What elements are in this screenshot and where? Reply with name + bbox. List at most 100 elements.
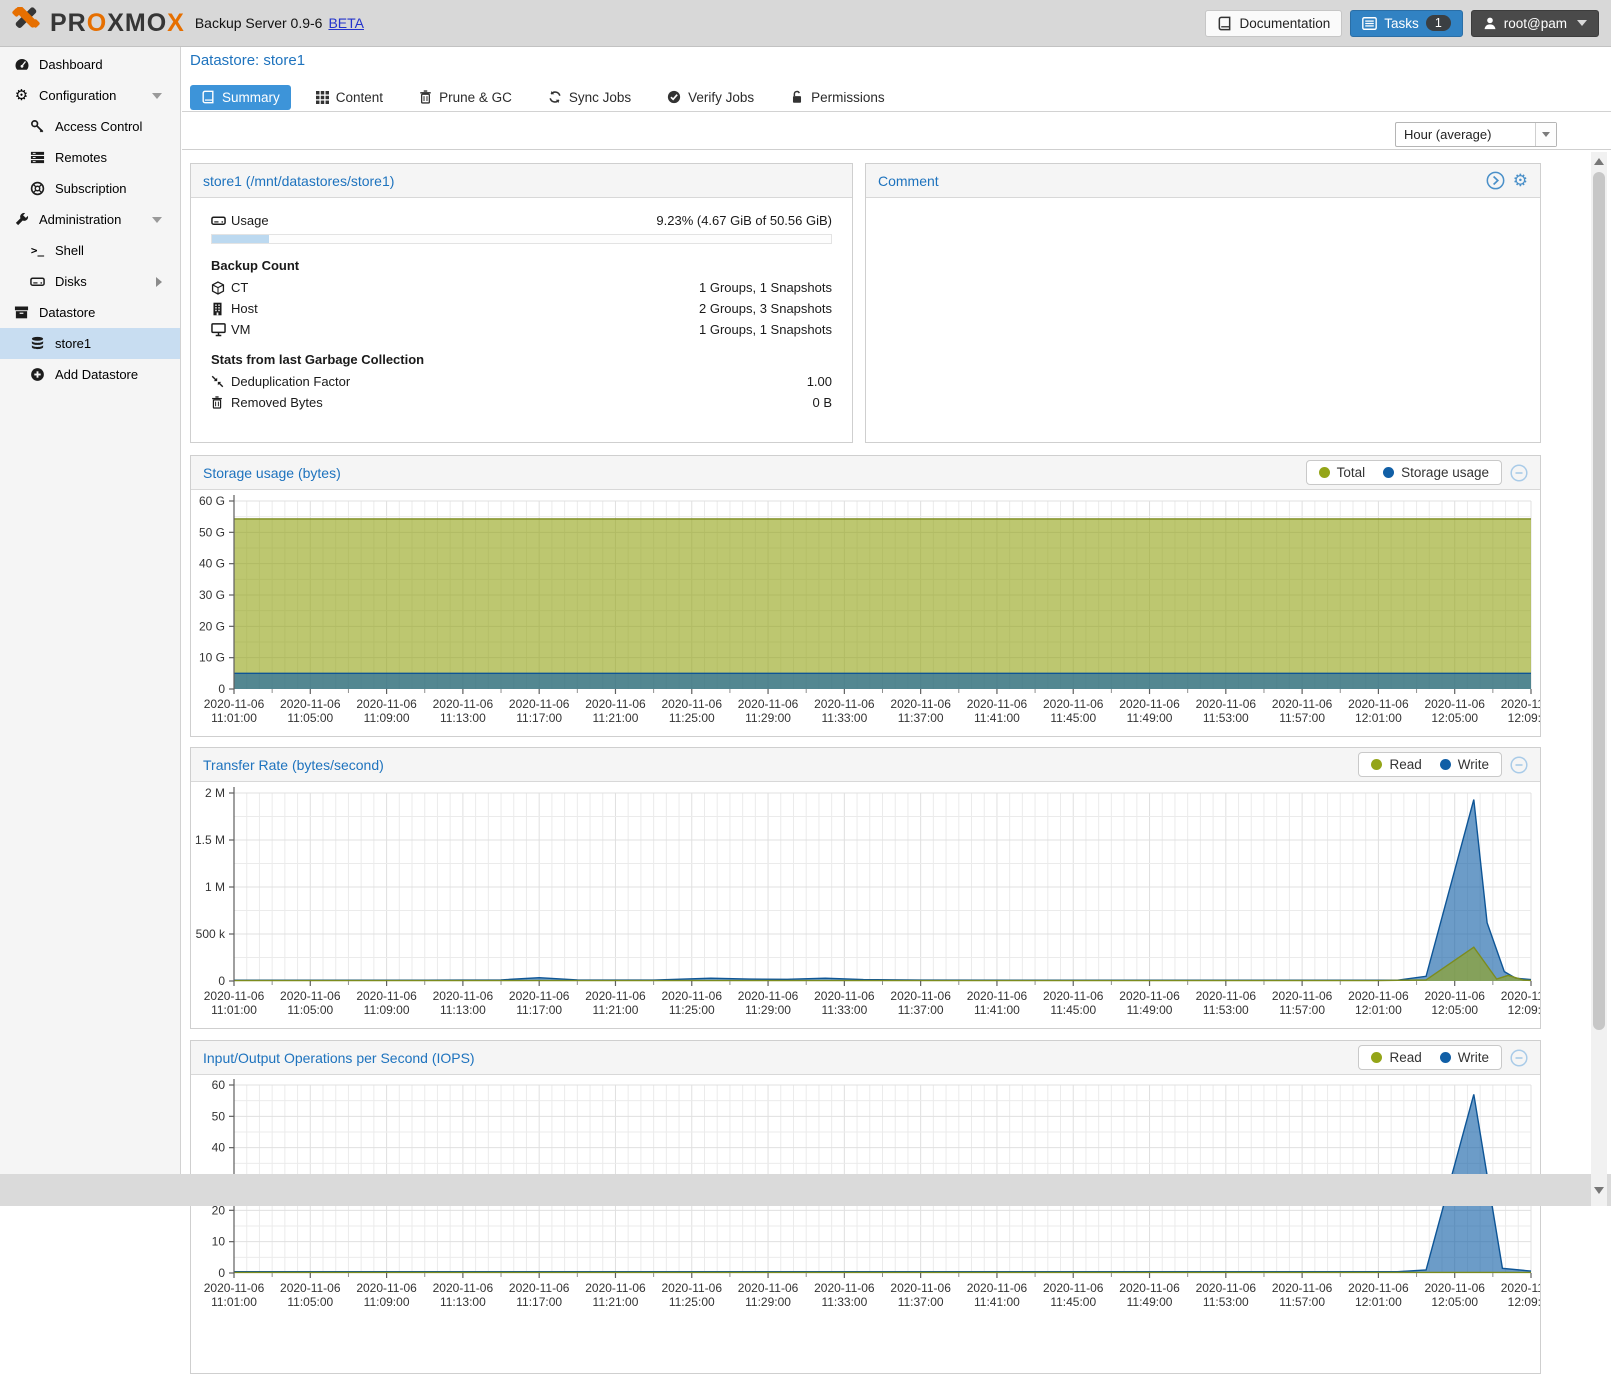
collapse-minus-icon[interactable] [1510, 463, 1528, 482]
tasks-label: Tasks [1384, 15, 1419, 31]
svg-text:11:13:00: 11:13:00 [440, 1003, 486, 1017]
write-series-dot [1439, 759, 1451, 770]
sidebar-item-administration[interactable]: Administration [0, 204, 180, 235]
gears-icon: ⚙ [14, 87, 29, 104]
legend-label: Write [1457, 757, 1489, 772]
svg-text:11:25:00: 11:25:00 [669, 1295, 715, 1309]
beta-link[interactable]: BETA [328, 15, 364, 31]
svg-text:2020-11-06: 2020-11-06 [280, 697, 341, 711]
usage-row: Usage 9.23% (4.67 GiB of 50.56 GiB) [211, 213, 832, 228]
svg-text:60 G: 60 G [199, 494, 225, 508]
ct-value: 1 Groups, 1 Snapshots [699, 280, 832, 295]
tab-permissions[interactable]: Permissions [779, 85, 896, 110]
svg-text:11:41:00: 11:41:00 [974, 1003, 1020, 1017]
svg-text:11:57:00: 11:57:00 [1279, 711, 1325, 725]
vertical-scrollbar[interactable] [1591, 152, 1607, 1206]
svg-text:2020-11-06: 2020-11-06 [433, 1281, 494, 1295]
sidebar-item-add-datastore[interactable]: Add Datastore [0, 359, 180, 390]
backup-count-heading: Backup Count [211, 258, 300, 273]
svg-text:11:13:00: 11:13:00 [440, 711, 486, 725]
iops-chart: 60504030201002020-11-0611:01:002020-11-0… [191, 1075, 1540, 1373]
read-series-dot [1371, 1052, 1383, 1063]
user-menu-button[interactable]: root@pam [1470, 9, 1599, 37]
database-icon [29, 336, 46, 351]
tab-content[interactable]: Content [305, 85, 394, 110]
legend-item-read[interactable]: Read [1371, 757, 1422, 772]
svg-text:11:41:00: 11:41:00 [974, 711, 1020, 725]
sync-icon [549, 91, 561, 103]
svg-text:11:45:00: 11:45:00 [1050, 711, 1096, 725]
legend-label: Read [1389, 757, 1422, 772]
sidebar-item-remotes[interactable]: Remotes [0, 142, 180, 173]
sidebar-item-access-control[interactable]: Access Control [0, 111, 180, 142]
svg-text:2020-11-06: 2020-11-06 [356, 989, 417, 1003]
chevron-down-icon [152, 216, 162, 223]
sidebar-item-subscription[interactable]: Subscription [0, 173, 180, 204]
sidebar-item-label: Dashboard [39, 57, 103, 72]
svg-text:11:13:00: 11:13:00 [440, 1295, 486, 1309]
svg-text:2020-11-06: 2020-11-06 [967, 1281, 1028, 1295]
sidebar-item-shell[interactable]: >_ Shell [0, 235, 180, 266]
iops-header: Input/Output Operations per Second (IOPS… [191, 1041, 1540, 1075]
brand-wordmark: PROXMOX [50, 8, 185, 37]
removed-bytes-label: Removed Bytes [231, 395, 323, 410]
tasks-button[interactable]: Tasks 1 [1350, 9, 1463, 37]
sidebar-item-label: Administration [39, 212, 122, 227]
svg-text:50: 50 [212, 1109, 226, 1123]
combo-trigger[interactable] [1535, 123, 1556, 146]
legend-item-storage-usage[interactable]: Storage usage [1383, 465, 1489, 480]
scrollbar-down-arrow[interactable] [1594, 1187, 1604, 1194]
svg-text:11:17:00: 11:17:00 [516, 1295, 562, 1309]
book-icon [202, 90, 214, 104]
svg-text:2020-11-06: 2020-11-06 [433, 989, 494, 1003]
usage-value: 9.23% (4.67 GiB of 50.56 GiB) [656, 213, 832, 228]
svg-text:2020-11-06: 2020-11-06 [1196, 989, 1257, 1003]
svg-text:11:33:00: 11:33:00 [821, 711, 867, 725]
sidebar-item-store1[interactable]: store1 [0, 328, 180, 359]
collapse-minus-icon[interactable] [1510, 755, 1528, 774]
svg-text:2020-11-06: 2020-11-06 [662, 1281, 723, 1295]
period-select[interactable]: Hour (average) [1395, 122, 1557, 147]
collapse-minus-icon[interactable] [1510, 1048, 1528, 1067]
svg-text:11:33:00: 11:33:00 [821, 1003, 867, 1017]
tab-sync-jobs[interactable]: Sync Jobs [537, 85, 642, 110]
svg-text:11:01:00: 11:01:00 [211, 1295, 257, 1309]
host-count-row: Host 2 Groups, 3 Snapshots [211, 301, 832, 316]
svg-text:2020-11-06: 2020-11-06 [1272, 1281, 1333, 1295]
svg-text:11:17:00: 11:17:00 [516, 711, 562, 725]
documentation-button[interactable]: Documentation [1205, 9, 1343, 37]
chevron-circle-right-icon[interactable] [1486, 171, 1505, 190]
legend-item-write[interactable]: Write [1439, 757, 1489, 772]
tab-prune-gc[interactable]: Prune & GC [408, 85, 523, 110]
comment-body[interactable] [866, 198, 1540, 218]
svg-text:2020-11-06: 2020-11-06 [738, 697, 799, 711]
chevron-down-icon [1542, 132, 1550, 137]
legend-item-read[interactable]: Read [1371, 1050, 1422, 1065]
sidebar-item-configuration[interactable]: ⚙ Configuration [0, 80, 180, 111]
sidebar-item-dashboard[interactable]: Dashboard [0, 49, 180, 80]
comment-panel: Comment ⚙ [865, 163, 1541, 443]
sidebar-item-disks[interactable]: Disks [0, 266, 180, 297]
summary-toolbar: Hour (average) [182, 112, 1611, 150]
scrollbar-up-arrow[interactable] [1594, 158, 1604, 165]
legend-item-total[interactable]: Total [1318, 465, 1365, 480]
svg-text:11:21:00: 11:21:00 [593, 711, 639, 725]
svg-text:0: 0 [218, 974, 225, 988]
tab-label: Prune & GC [439, 89, 512, 105]
svg-text:11:05:00: 11:05:00 [287, 1003, 333, 1017]
tab-summary[interactable]: Summary [190, 84, 291, 110]
svg-text:2020-11-06: 2020-11-06 [1348, 697, 1409, 711]
svg-text:2020-11-06: 2020-11-06 [1424, 1281, 1485, 1295]
documentation-label: Documentation [1239, 15, 1331, 31]
svg-text:11:53:00: 11:53:00 [1203, 711, 1249, 725]
svg-text:11:09:00: 11:09:00 [364, 1295, 410, 1309]
legend-item-write[interactable]: Write [1439, 1050, 1489, 1065]
tab-verify-jobs[interactable]: Verify Jobs [656, 85, 765, 110]
svg-text:11:25:00: 11:25:00 [669, 711, 715, 725]
sidebar-item-datastore[interactable]: Datastore [0, 297, 180, 328]
scrollbar-thumb[interactable] [1593, 172, 1605, 1030]
gear-icon[interactable]: ⚙ [1512, 171, 1528, 190]
svg-text:11:57:00: 11:57:00 [1279, 1295, 1325, 1309]
storage-usage-chart-panel: Storage usage (bytes) Total Storage usag… [190, 455, 1541, 737]
svg-text:2020-11-06: 2020-11-06 [1424, 697, 1485, 711]
